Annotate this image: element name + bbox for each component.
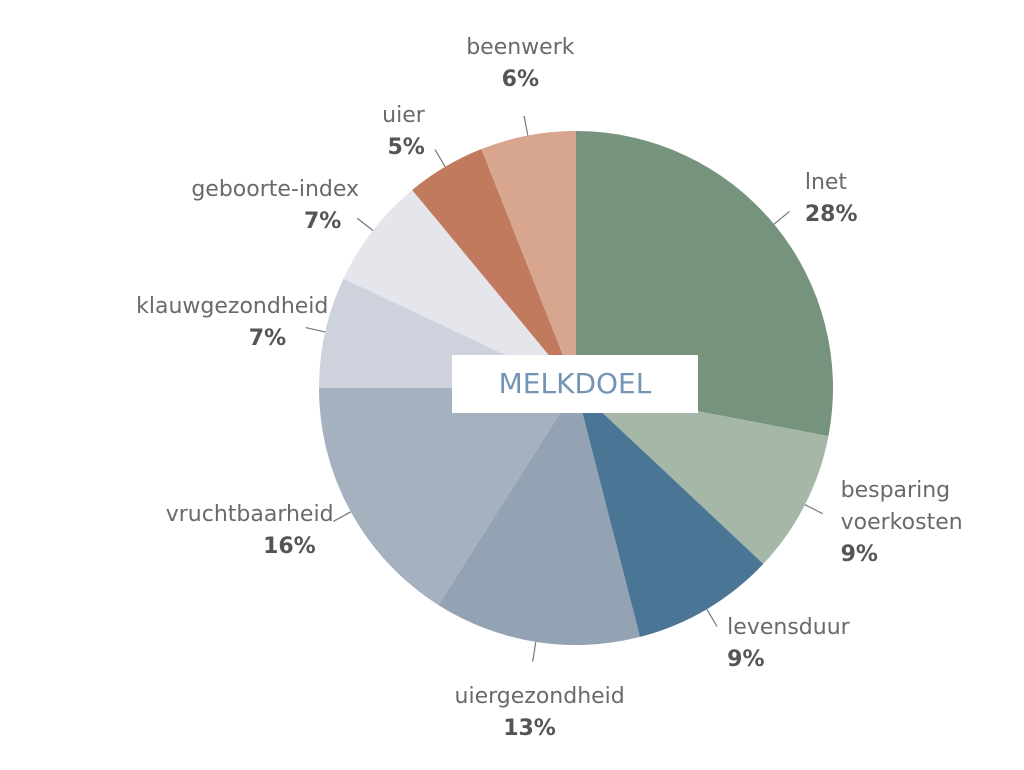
slice-name: beenwerk	[466, 35, 575, 61]
slice-name: lnet	[804, 169, 848, 195]
slice	[576, 388, 829, 564]
leader-line	[305, 326, 326, 333]
slice-value-label: 9%	[727, 646, 765, 672]
slice-value-label: 13%	[503, 716, 556, 742]
slice-value-label: 6%	[501, 67, 540, 93]
leader-line	[332, 511, 352, 522]
slice-label: uiergezondheid 13%	[454, 681, 625, 745]
slice	[319, 388, 576, 605]
slice-value-label: 7%	[248, 326, 287, 352]
leader-line	[804, 504, 824, 515]
leader-line	[523, 115, 529, 136]
slice-name: besparing voerkosten	[840, 477, 963, 535]
slice-label: geboorte-index 7%	[191, 174, 360, 238]
slice	[576, 388, 764, 637]
slice	[412, 149, 576, 388]
slice	[438, 388, 640, 645]
leader-line	[773, 210, 790, 225]
slice-name: vruchtbaarheid	[165, 502, 334, 528]
slice-value-label: 5%	[387, 135, 425, 161]
slice-label: uier 5%	[382, 100, 425, 164]
slice-value-label: 7%	[303, 208, 342, 234]
slice	[481, 131, 576, 388]
slice-name: geboorte-index	[191, 176, 360, 202]
chart-title: MELKDOEL	[452, 355, 698, 413]
slice-value-label: 16%	[263, 534, 316, 560]
slice	[343, 189, 576, 388]
slice-value-label: 28%	[804, 201, 858, 227]
slice-name: klauwgezondheid	[136, 294, 329, 320]
leader-line	[706, 608, 718, 627]
leader-line	[434, 149, 446, 168]
slice-label: klauwgezondheid 7%	[136, 291, 329, 355]
slice-name: uier	[382, 103, 425, 129]
slice-name: uiergezondheid	[454, 684, 625, 710]
slice-name: levensduur	[727, 614, 850, 640]
slice-value-label: 9%	[840, 541, 878, 567]
slice-label: levensduur 9%	[727, 612, 850, 676]
leader-line	[356, 217, 374, 231]
slice-label: besparing voerkosten 9%	[841, 475, 991, 571]
slice-label: vruchtbaarheid 16%	[165, 499, 334, 563]
slice-label: beenwerk 6%	[466, 32, 574, 96]
leader-line	[532, 641, 537, 662]
slice-label: lnet 28%	[805, 167, 858, 231]
